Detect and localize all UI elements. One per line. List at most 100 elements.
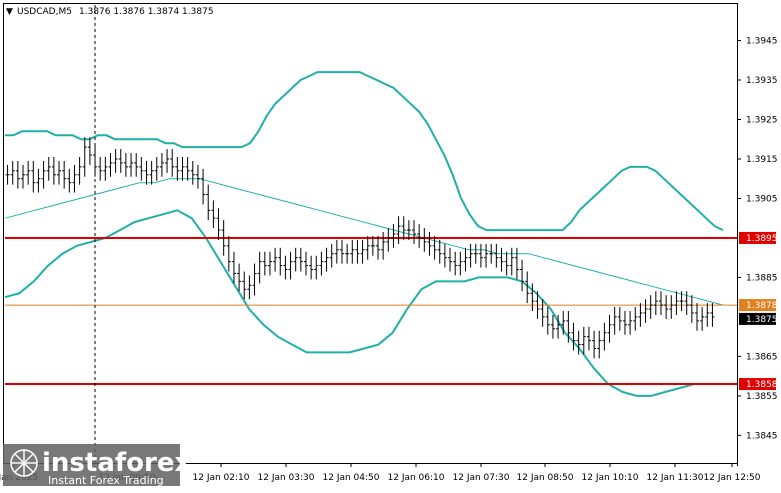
candle: [545, 307, 550, 335]
candle: [422, 228, 427, 252]
candle: [586, 326, 591, 351]
price-tag-1: 1.3878: [739, 299, 778, 312]
candle: [334, 239, 339, 264]
candle: [21, 164, 26, 189]
candle: [26, 160, 31, 185]
x-tick-label: 12 Jan 11:30: [647, 473, 704, 483]
candle: [10, 160, 15, 185]
candle: [581, 326, 586, 355]
candle: [540, 299, 545, 327]
current-price-tag: 1.3875: [739, 312, 778, 325]
x-tick-label: 12 Jan 04:50: [323, 473, 380, 483]
candle: [633, 307, 638, 331]
candle: [381, 232, 386, 260]
y-tick-label: 1.3845: [746, 431, 778, 441]
candle: [190, 160, 195, 185]
candle: [700, 307, 705, 331]
candle: [694, 303, 699, 331]
candle: [329, 243, 334, 268]
x-tick-label: 12 Jan 06:10: [388, 473, 445, 483]
candle: [113, 149, 118, 173]
candle: [478, 243, 483, 268]
x-tick-label: 12 Jan 10:10: [582, 473, 639, 483]
price-tag-label: 1.3858: [746, 380, 778, 390]
y-tick-label: 1.3865: [746, 352, 778, 362]
candle: [679, 291, 684, 311]
logo-icon: [10, 449, 38, 477]
candle: [391, 224, 396, 248]
candle: [267, 251, 272, 276]
candle: [98, 157, 103, 181]
y-tick-label: 1.3885: [746, 273, 778, 283]
candle: [355, 239, 360, 264]
candle: [5, 164, 10, 185]
candle: [386, 228, 391, 252]
candle: [638, 303, 643, 327]
candle: [401, 216, 406, 240]
candle: [226, 235, 231, 272]
upper-band-line: [5, 71, 724, 232]
candle: [82, 137, 87, 177]
candle: [77, 157, 82, 185]
candle: [293, 247, 298, 272]
ohlc-label: 1.3876 1.3876 1.3874 1.3875: [79, 7, 214, 17]
candle: [185, 157, 190, 181]
candle: [180, 157, 185, 181]
price-tags: 1.3895 1.3878 1.3858 1.3875: [739, 231, 778, 391]
candle: [339, 239, 344, 264]
candle: [365, 235, 370, 260]
candle: [412, 220, 417, 244]
dropdown-arrow-icon[interactable]: ▼: [6, 7, 13, 17]
candle: [643, 299, 648, 323]
candle: [653, 291, 658, 315]
candle: [195, 164, 200, 189]
candle: [576, 330, 581, 355]
logo-tagline: Instant Forex Trading: [48, 474, 164, 487]
candle: [530, 283, 535, 311]
candle: [684, 291, 689, 315]
y-axis: 1.39451.39351.39251.39151.39051.38851.38…: [737, 37, 778, 441]
candle: [417, 224, 422, 248]
candle: [664, 295, 669, 319]
candle: [504, 251, 509, 276]
candle: [278, 247, 283, 276]
candle: [159, 153, 164, 177]
candle: [41, 160, 46, 189]
candle: [149, 160, 154, 185]
candle: [108, 153, 113, 177]
candle: [103, 157, 108, 181]
candle: [550, 314, 555, 339]
candle: [520, 259, 525, 292]
x-tick-label: 12 Jan 03:30: [258, 473, 315, 483]
candle: [309, 255, 314, 280]
y-tick-label: 1.3935: [746, 76, 778, 86]
candle: [72, 164, 77, 193]
candle: [206, 184, 211, 221]
candle: [175, 157, 180, 181]
lower-band-line: [4, 209, 723, 397]
candle: [231, 251, 236, 284]
candle: [689, 295, 694, 323]
price-levels: [5, 236, 737, 386]
y-tick-label: 1.3915: [746, 155, 778, 165]
candle: [221, 220, 226, 256]
candle: [571, 322, 576, 351]
logo: instaforex Instant Forex Trading: [3, 444, 192, 487]
candle: [556, 314, 561, 339]
candle: [514, 247, 519, 280]
candle: [566, 310, 571, 343]
candle: [463, 247, 468, 272]
candle: [139, 157, 144, 181]
candle: [705, 303, 710, 327]
candle: [406, 220, 411, 240]
y-tick-label: 1.3905: [746, 194, 778, 204]
candle: [612, 307, 617, 335]
candle: [494, 243, 499, 268]
candle: [360, 239, 365, 264]
candle: [134, 153, 139, 177]
price-tag-0: 1.3895: [739, 231, 778, 244]
price-tag-label: 1.3878: [746, 301, 778, 311]
candle: [535, 291, 540, 319]
